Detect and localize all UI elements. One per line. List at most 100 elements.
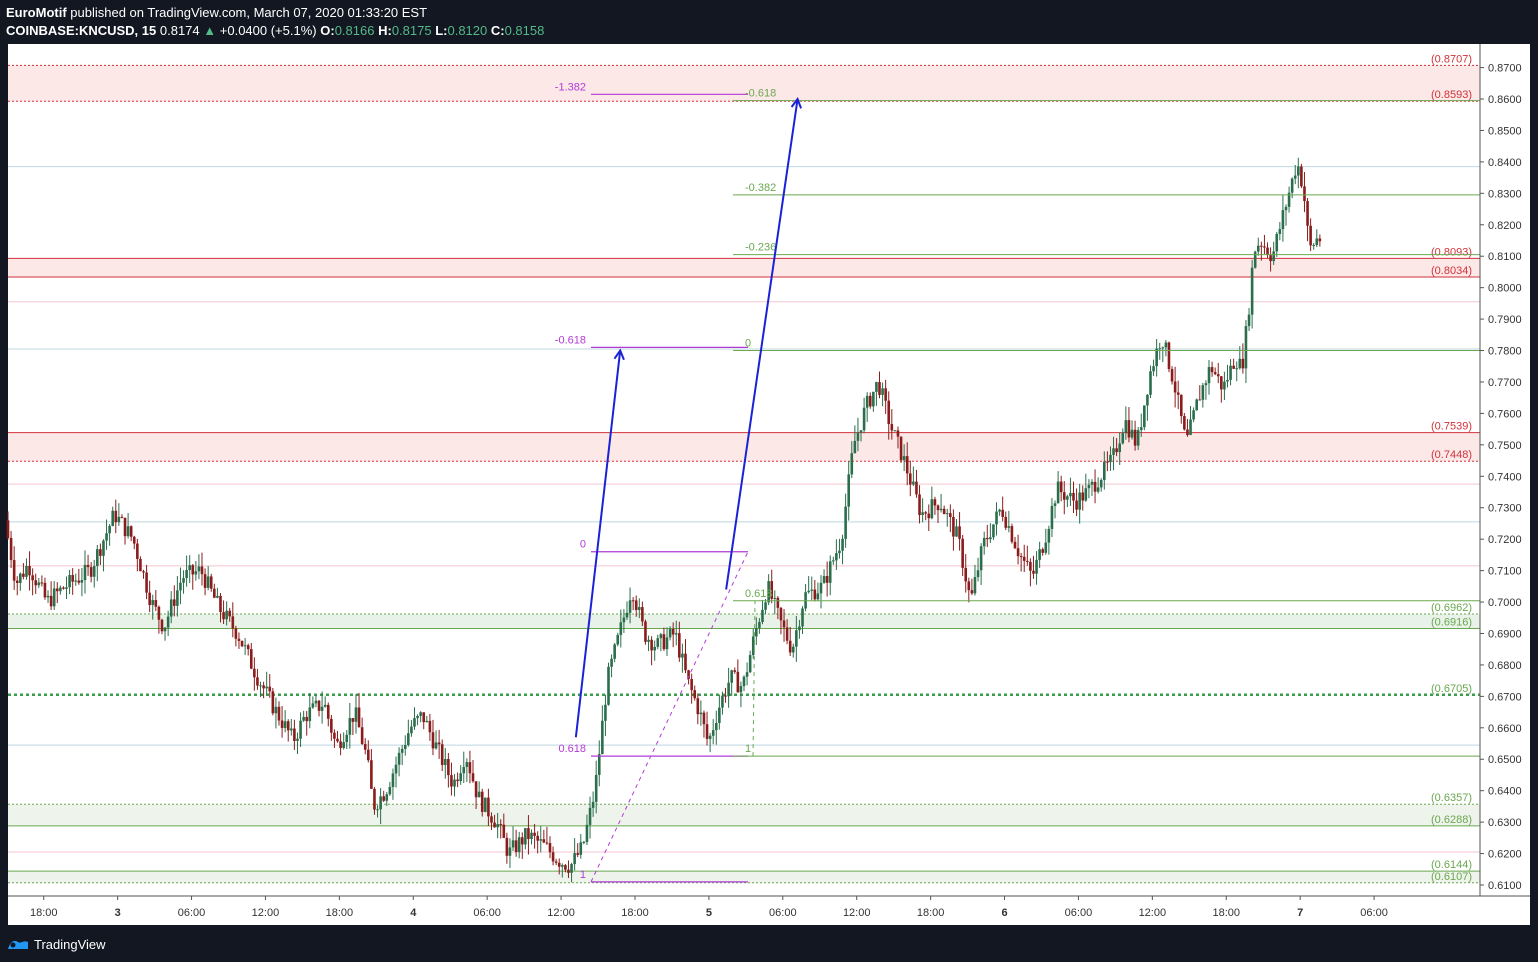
candle-body — [770, 581, 774, 599]
candle-body — [936, 505, 940, 511]
candle-body — [317, 700, 321, 711]
candle-body — [283, 721, 287, 728]
y-tick-label: 0.7200 — [1488, 534, 1522, 546]
candle-body — [471, 773, 475, 782]
candle-body — [1223, 381, 1226, 390]
projection-arrow — [574, 350, 622, 738]
candle-body — [15, 580, 19, 583]
candle-body — [228, 610, 232, 617]
level-label: (0.6288) — [1431, 814, 1472, 826]
candle-body — [388, 786, 392, 795]
candle-body — [1198, 399, 1202, 401]
candle-body — [52, 588, 56, 607]
y-tick-label: 0.8300 — [1488, 188, 1522, 200]
candle-body — [34, 580, 38, 586]
candle-body — [785, 627, 789, 641]
candle-body — [905, 456, 909, 474]
candle-body — [1186, 429, 1189, 436]
up-arrow-icon: ▲ — [203, 23, 217, 38]
candle-body — [536, 835, 539, 841]
publisher-name[interactable]: EuroMotif — [6, 5, 67, 20]
candle-body — [49, 595, 53, 607]
symbol-label[interactable]: COINBASE:KNCUSD, 15 — [6, 23, 157, 38]
candle-body — [351, 718, 355, 722]
candle-body — [862, 407, 866, 431]
candle-body — [1315, 238, 1319, 246]
level-label: (0.6144) — [1431, 859, 1472, 871]
candle-body — [1275, 233, 1279, 252]
candle-body — [634, 600, 638, 611]
candle-body — [1253, 251, 1257, 268]
price-chart[interactable]: (0.8707) (0.8593) (0.8093) (0.8034) (0.7539)… — [0, 44, 1538, 927]
candle-body — [1247, 314, 1251, 327]
candle-body — [1173, 381, 1177, 393]
x-tick-label: 3 — [115, 907, 121, 919]
candle-body — [1087, 484, 1091, 489]
candle-body — [1284, 206, 1288, 211]
candle-body — [859, 430, 863, 433]
candle-body — [102, 540, 105, 556]
candle-body — [462, 767, 466, 774]
candle-body — [1152, 366, 1155, 372]
candle-body — [493, 822, 496, 828]
arrow-head — [790, 96, 802, 109]
y-tick-label: 0.6200 — [1488, 849, 1522, 861]
candle-body — [234, 628, 238, 639]
candle-body — [96, 549, 99, 567]
candle-body — [1016, 548, 1020, 557]
candle-body — [1216, 374, 1220, 377]
candle-body — [139, 558, 142, 572]
candle-body — [308, 707, 312, 722]
candle-body — [419, 712, 422, 716]
tradingview-brand[interactable]: TradingView — [34, 937, 106, 952]
candle-body — [62, 587, 65, 589]
candle-body — [604, 704, 607, 721]
candle-body — [607, 666, 610, 705]
candle-body — [853, 440, 857, 454]
y-tick-label: 0.6900 — [1488, 628, 1522, 640]
candle-body — [123, 517, 127, 537]
candle-body — [120, 516, 124, 518]
x-tick-label: 12:00 — [843, 907, 871, 919]
candle-body — [422, 712, 426, 723]
candle-body — [1062, 492, 1066, 500]
fib-green-label: -0.236 — [745, 242, 776, 254]
candle-body — [650, 639, 653, 651]
candle-body — [1241, 358, 1245, 369]
candle-body — [333, 732, 336, 739]
candle-body — [1244, 326, 1248, 369]
candle-body — [933, 499, 937, 506]
candle-body — [597, 754, 601, 775]
candle-body — [656, 638, 660, 647]
candle-body — [431, 732, 435, 749]
candle-body — [19, 573, 22, 583]
candle-body — [25, 566, 28, 577]
candle-body — [878, 382, 881, 395]
candle-body — [456, 779, 459, 782]
candle-body — [678, 633, 681, 658]
x-tick-label: 7 — [1297, 907, 1303, 919]
candle-body — [1096, 487, 1100, 492]
candle-body — [416, 715, 419, 719]
candle-body — [995, 511, 998, 525]
high-value: 0.8175 — [391, 23, 432, 38]
candle-body — [342, 742, 345, 749]
candle-body — [142, 571, 145, 573]
candle-body — [545, 842, 549, 844]
candle-body — [1179, 394, 1183, 417]
level-label: (0.6357) — [1431, 792, 1472, 804]
candle-body — [1293, 175, 1297, 179]
candle-body — [610, 658, 613, 667]
candle-body — [437, 742, 441, 745]
candle-body — [280, 720, 284, 728]
level-label: (0.7539) — [1431, 421, 1472, 433]
candle-body — [881, 388, 884, 395]
candle-body — [367, 749, 370, 761]
candle-body — [1167, 342, 1171, 370]
candle-body — [219, 595, 222, 613]
candle-body — [1300, 166, 1303, 187]
candle-body — [55, 588, 59, 592]
candle-body — [299, 720, 302, 739]
candle-body — [425, 720, 429, 723]
candle-body — [908, 473, 912, 485]
